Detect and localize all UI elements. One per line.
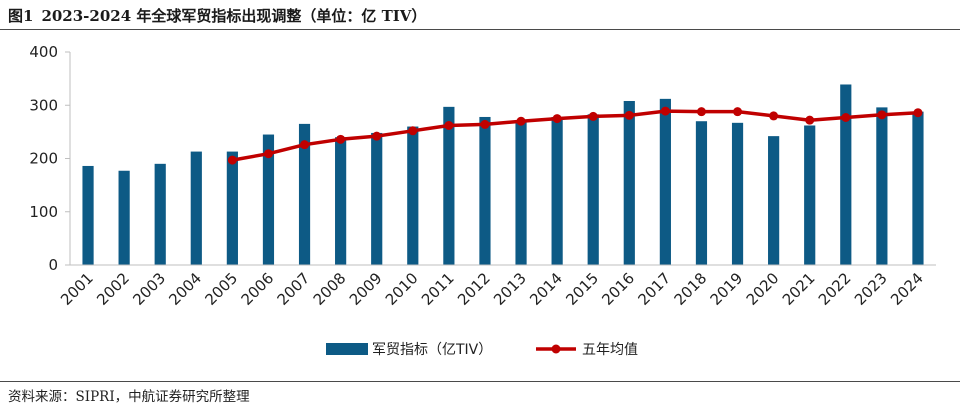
source-rule (0, 381, 960, 382)
bar (551, 116, 563, 265)
average-line-marker (805, 115, 815, 125)
legend-bar-label: 军贸指标（亿TIV） (372, 342, 492, 358)
bar (443, 106, 455, 265)
bar (695, 121, 708, 265)
y-tick-label: 400 (29, 43, 58, 61)
average-line-marker (263, 149, 273, 159)
x-tick-label: 2022 (815, 269, 855, 309)
bar (335, 137, 347, 265)
average-line-marker (769, 111, 779, 121)
bar (154, 163, 166, 265)
average-line-marker (588, 111, 598, 121)
average-line-path (232, 109, 919, 162)
x-tick-label: 2021 (779, 269, 819, 309)
bar (876, 107, 888, 265)
bar (623, 100, 635, 266)
x-tick-label: 2020 (743, 269, 783, 309)
bar (407, 126, 419, 265)
x-tick-label: 2009 (346, 269, 386, 309)
legend: 军贸指标（亿TIV） 五年均值 (326, 342, 638, 358)
bar (804, 125, 816, 265)
figure-title: 图1 2023-2024 年全球军贸指标出现调整（单位：亿 TIV） (8, 4, 426, 28)
x-tick-label: 2003 (129, 269, 169, 309)
bar (118, 170, 130, 265)
average-line-marker (516, 116, 526, 126)
average-line-marker (841, 112, 851, 122)
x-tick-label: 2001 (57, 269, 97, 309)
title-rule (0, 29, 960, 30)
x-tick-label: 2019 (707, 269, 747, 309)
x-tick-label: 2011 (418, 269, 458, 309)
y-axis: 0 100 200 300 400 (29, 43, 71, 274)
bar (226, 151, 238, 265)
figure-title-text: 2023-2024 年全球军贸指标出现调整（单位：亿 TIV） (41, 7, 427, 25)
line-series (227, 106, 923, 165)
average-line-marker (913, 108, 923, 118)
average-line-marker (227, 155, 237, 165)
bar (479, 116, 491, 265)
bar (298, 123, 311, 265)
x-tick-label: 2018 (671, 269, 711, 309)
bar (262, 134, 275, 265)
average-line-marker (552, 114, 562, 124)
bar-series (82, 84, 924, 266)
average-line-marker (372, 131, 382, 141)
legend-line-label: 五年均值 (582, 342, 638, 358)
x-tick-label: 2015 (562, 269, 602, 309)
average-line-marker (877, 110, 887, 120)
x-tick-label: 2010 (382, 269, 422, 309)
bar (659, 98, 671, 265)
bar (731, 122, 744, 265)
average-line-marker (733, 107, 743, 117)
average-line-marker (624, 110, 634, 120)
x-tick-label: 2002 (93, 269, 133, 309)
x-tick-label: 2006 (238, 269, 278, 309)
x-tick-label: 2013 (490, 269, 530, 309)
bar (190, 151, 202, 265)
x-axis: 2001200220032004200520062007200820092010… (57, 264, 936, 309)
bar (912, 111, 924, 265)
average-line-marker (444, 120, 454, 130)
legend-bar-swatch (326, 343, 368, 355)
legend-line-marker (551, 344, 561, 354)
y-tick-label: 100 (29, 203, 58, 221)
source-note: 资料来源：SIPRI，中航证券研究所整理 (8, 389, 250, 405)
bar (587, 114, 599, 266)
average-line-marker (408, 126, 418, 136)
bar (840, 84, 852, 265)
x-tick-label: 2024 (887, 269, 927, 309)
figure-number: 图1 (8, 7, 34, 25)
x-tick-label: 2017 (634, 269, 674, 309)
bar (515, 121, 527, 265)
x-tick-label: 2014 (526, 269, 566, 309)
y-tick-label: 200 (29, 150, 58, 168)
y-tick-label: 300 (29, 96, 58, 114)
average-line-marker (480, 119, 490, 129)
x-tick-label: 2008 (310, 269, 350, 309)
x-tick-label: 2004 (165, 269, 205, 309)
x-tick-label: 2007 (274, 269, 314, 309)
bar (371, 132, 383, 265)
x-tick-label: 2023 (851, 269, 891, 309)
y-tick-label: 0 (48, 256, 58, 274)
average-line-marker (336, 134, 346, 144)
average-line-marker (300, 140, 310, 150)
average-line-marker (660, 106, 670, 116)
bar (82, 165, 94, 265)
bar (768, 136, 780, 265)
average-line-marker (696, 107, 706, 117)
x-tick-label: 2005 (201, 269, 241, 309)
x-tick-label: 2016 (598, 269, 638, 309)
x-tick-label: 2012 (454, 269, 494, 309)
